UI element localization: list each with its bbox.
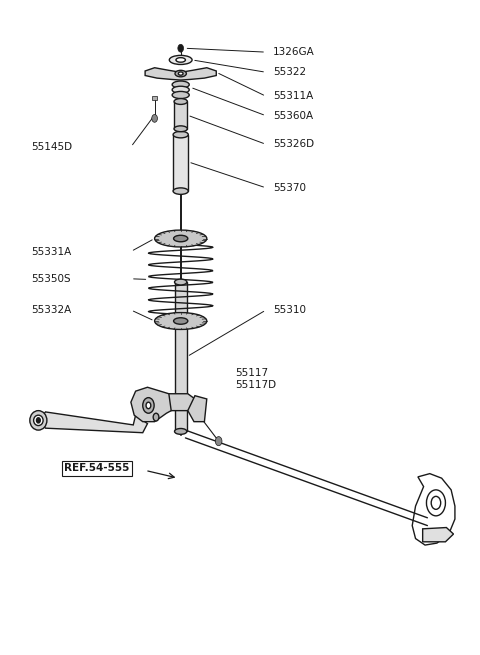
Ellipse shape: [169, 56, 192, 64]
Text: 55117D: 55117D: [235, 380, 276, 390]
Ellipse shape: [175, 70, 186, 77]
Circle shape: [216, 437, 222, 445]
Text: 55350S: 55350S: [31, 274, 71, 284]
Text: 55332A: 55332A: [31, 305, 72, 315]
Circle shape: [36, 418, 40, 423]
Bar: [173, 135, 188, 191]
Circle shape: [143, 398, 154, 413]
Ellipse shape: [174, 126, 187, 132]
Ellipse shape: [174, 98, 187, 104]
Ellipse shape: [30, 411, 47, 430]
Ellipse shape: [174, 318, 188, 324]
Bar: [174, 102, 187, 129]
Polygon shape: [167, 394, 195, 411]
Ellipse shape: [155, 312, 207, 329]
Ellipse shape: [176, 58, 185, 62]
Circle shape: [178, 45, 183, 52]
Ellipse shape: [179, 72, 183, 75]
Polygon shape: [145, 67, 216, 80]
Ellipse shape: [172, 86, 189, 94]
Polygon shape: [38, 412, 147, 433]
Text: 55145D: 55145D: [31, 142, 72, 152]
Text: 55322: 55322: [273, 67, 306, 77]
Ellipse shape: [172, 92, 189, 98]
Polygon shape: [188, 396, 207, 422]
Bar: [175, 282, 187, 432]
Bar: [152, 96, 157, 100]
Ellipse shape: [34, 415, 43, 426]
Circle shape: [146, 402, 151, 409]
Ellipse shape: [174, 235, 188, 242]
Text: 55370: 55370: [273, 183, 306, 193]
Text: 55326D: 55326D: [273, 140, 314, 149]
Text: 1326GA: 1326GA: [273, 47, 315, 57]
Text: 55360A: 55360A: [273, 111, 313, 121]
Ellipse shape: [175, 428, 187, 434]
Circle shape: [153, 413, 159, 421]
Ellipse shape: [173, 132, 188, 138]
Text: REF.54-555: REF.54-555: [64, 464, 130, 474]
Text: 55117: 55117: [235, 368, 268, 378]
Ellipse shape: [155, 230, 207, 247]
Text: 55310: 55310: [273, 305, 306, 315]
Text: 55331A: 55331A: [31, 246, 72, 257]
Circle shape: [152, 115, 157, 122]
Polygon shape: [423, 527, 454, 542]
Polygon shape: [131, 387, 171, 422]
Ellipse shape: [173, 188, 188, 195]
Text: 55311A: 55311A: [273, 91, 313, 102]
Ellipse shape: [172, 81, 189, 88]
Ellipse shape: [175, 279, 187, 285]
